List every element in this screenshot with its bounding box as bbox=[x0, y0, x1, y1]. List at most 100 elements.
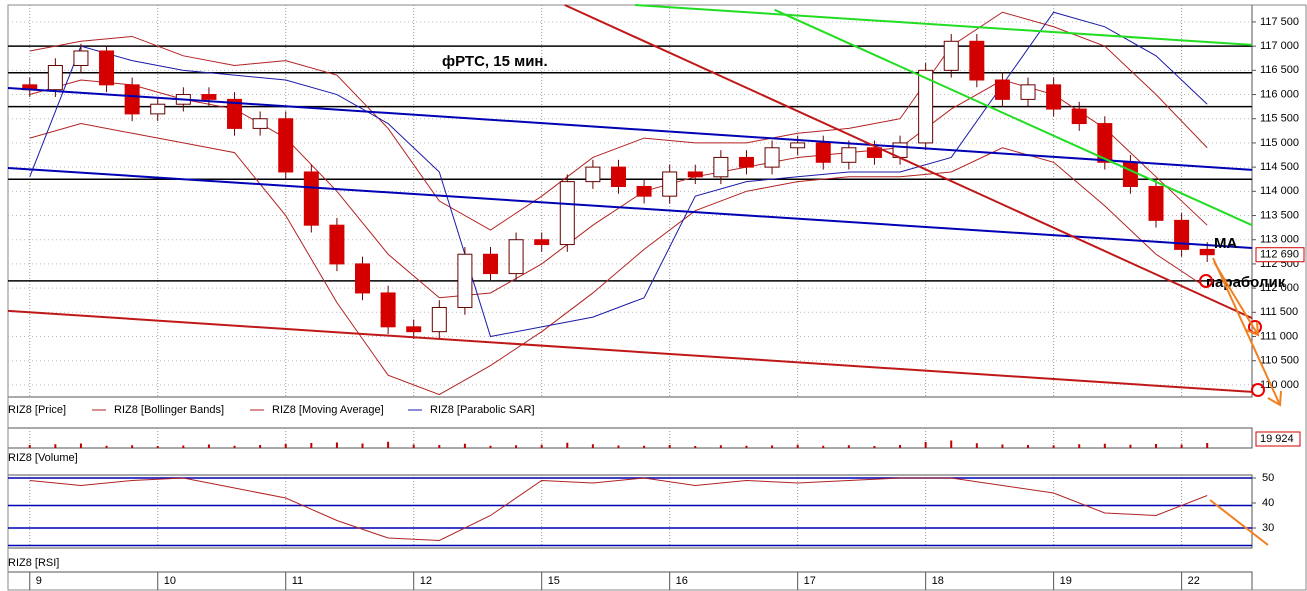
candle-body bbox=[790, 142, 806, 149]
x-tick-label: 15 bbox=[548, 575, 560, 587]
candle-body bbox=[636, 185, 652, 197]
series-line bbox=[29, 11, 1208, 231]
candle-body bbox=[738, 156, 754, 168]
volume-bar bbox=[924, 442, 927, 448]
y-tick-label: 117 500 bbox=[1260, 16, 1299, 28]
candle-body bbox=[1046, 84, 1062, 110]
volume-bar bbox=[719, 445, 722, 448]
y-tick-label: 116 500 bbox=[1260, 64, 1299, 76]
volume-bar bbox=[1129, 444, 1132, 448]
candle-body bbox=[252, 118, 268, 129]
volume-bar bbox=[1206, 443, 1209, 448]
y-tick-label: 111 500 bbox=[1260, 306, 1298, 318]
candle-body bbox=[534, 239, 550, 246]
volume-bar bbox=[412, 444, 415, 448]
volume-bar bbox=[259, 445, 262, 448]
volume-bar bbox=[79, 443, 82, 448]
x-tick-label: 18 bbox=[932, 575, 944, 587]
candle-body bbox=[687, 171, 703, 178]
volume-label-box bbox=[1255, 431, 1301, 447]
candle-body bbox=[99, 50, 115, 86]
x-tick-label: 17 bbox=[804, 575, 816, 587]
price-plot bbox=[8, 11, 1252, 396]
candle-body bbox=[764, 147, 780, 168]
volume-bar bbox=[771, 445, 774, 448]
candle-body bbox=[815, 142, 831, 163]
volume-bar bbox=[1155, 444, 1158, 448]
series-line bbox=[29, 123, 1208, 396]
volume-bar bbox=[1180, 444, 1183, 448]
volume-bar bbox=[54, 444, 57, 448]
y-tick-label: 112 000 bbox=[1260, 282, 1299, 294]
volume-bar bbox=[233, 445, 236, 448]
x-tick-label: 9 bbox=[36, 575, 42, 587]
y-tick-label: 30 bbox=[1262, 522, 1274, 534]
candle-body bbox=[380, 292, 396, 328]
volume-bar bbox=[847, 445, 850, 448]
x-tick-label: 11 bbox=[292, 575, 303, 587]
y-tick-label: 113 000 bbox=[1260, 234, 1299, 246]
candle-body bbox=[1122, 161, 1138, 187]
series-line bbox=[29, 11, 1208, 338]
candle-body bbox=[943, 40, 959, 71]
trend-line bbox=[7, 309, 1253, 393]
volume-bar bbox=[796, 444, 799, 448]
candle-body bbox=[1199, 248, 1215, 256]
candle-body bbox=[355, 263, 371, 294]
price-label-box bbox=[1255, 247, 1305, 263]
layers: 9 10 11 12 15 16 17 18 19 22 110 000 110 500 111 000… bbox=[7, 4, 1307, 591]
y-tick-label: 50 bbox=[1262, 472, 1274, 484]
candle-body bbox=[201, 94, 217, 100]
price-label: 112 690 bbox=[1260, 249, 1299, 261]
volume-bar bbox=[156, 446, 159, 448]
volume-bar bbox=[1052, 445, 1055, 448]
x-tick-label: 22 bbox=[1188, 575, 1200, 587]
marker-circle bbox=[1199, 274, 1213, 288]
y-tick-label: 114 500 bbox=[1260, 161, 1299, 173]
trend-line bbox=[774, 8, 1253, 227]
candle-body bbox=[406, 326, 422, 333]
trend-line bbox=[7, 86, 1253, 171]
trend-line bbox=[7, 166, 1253, 249]
candle-body bbox=[482, 253, 498, 275]
candle-body bbox=[457, 253, 473, 308]
y-tick-label: 40 bbox=[1262, 497, 1274, 509]
candle-body bbox=[278, 118, 294, 173]
legend-label: RIZ8 [Price] bbox=[8, 404, 66, 416]
candle-body bbox=[73, 50, 89, 66]
volume-bar bbox=[643, 445, 646, 448]
marker-circle bbox=[1251, 383, 1265, 397]
candle-body bbox=[713, 156, 729, 178]
legend-label: RIZ8 [Moving Average] bbox=[272, 404, 384, 416]
volume-label: 19 924 bbox=[1260, 433, 1294, 445]
volume-bar bbox=[822, 445, 825, 448]
candle-body bbox=[150, 103, 166, 115]
volume-bar bbox=[566, 442, 569, 448]
volume-bar bbox=[899, 445, 902, 448]
volume-bar bbox=[591, 444, 594, 448]
candle-body bbox=[866, 147, 882, 158]
volume-bar bbox=[182, 445, 185, 448]
candle-body bbox=[47, 64, 63, 91]
trend-line bbox=[635, 4, 1253, 46]
candle-body bbox=[969, 40, 985, 81]
forecast-arrows bbox=[1209, 257, 1282, 546]
candle-body bbox=[1071, 108, 1087, 125]
candle-body bbox=[1148, 185, 1164, 221]
candle-body bbox=[303, 171, 319, 226]
y-tick-label: 110 500 bbox=[1260, 355, 1299, 367]
volume-bar bbox=[745, 445, 748, 448]
volume-bar bbox=[361, 443, 364, 448]
volume-bar bbox=[515, 445, 518, 448]
volume-bar bbox=[1078, 444, 1081, 448]
volume-bar bbox=[540, 444, 543, 448]
y-tick-label: 115 000 bbox=[1260, 137, 1299, 149]
candle-body bbox=[508, 239, 524, 275]
volume-bar bbox=[438, 445, 441, 448]
legend-label: RIZ8 [Parabolic SAR] bbox=[430, 404, 535, 416]
candle-body bbox=[431, 306, 447, 333]
x-tick-label: 16 bbox=[676, 575, 688, 587]
volume-bar bbox=[335, 442, 338, 448]
right-axis-frame bbox=[7, 4, 1307, 591]
